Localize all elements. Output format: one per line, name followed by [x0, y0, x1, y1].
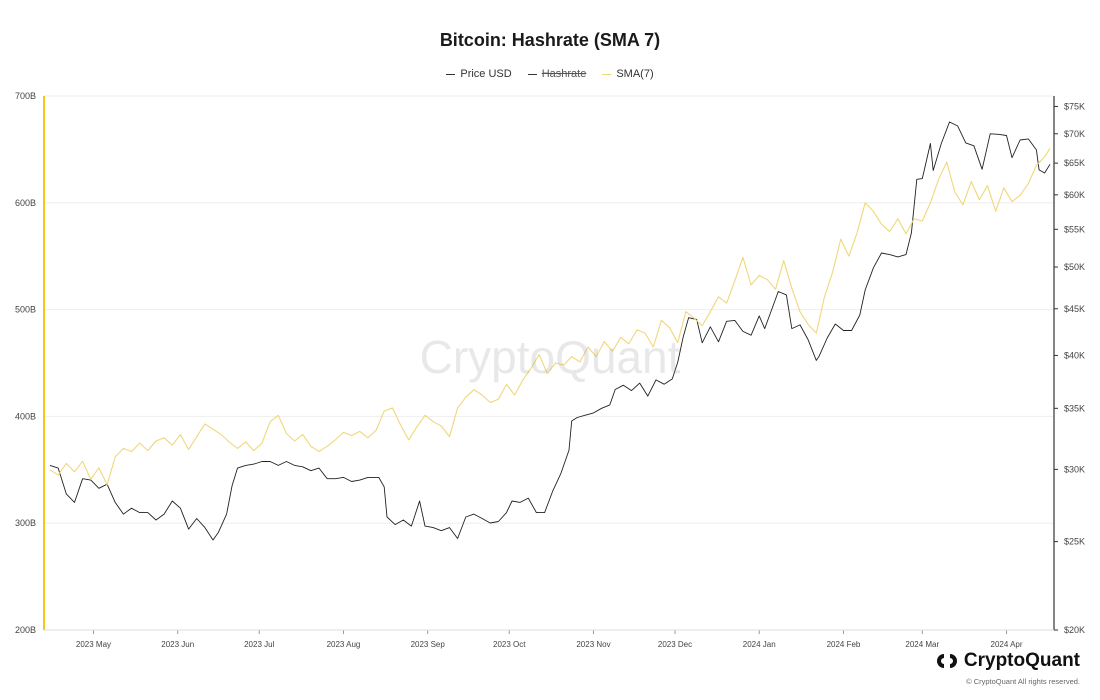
- y-right-tick-label: $25K: [1064, 537, 1085, 547]
- y-right-tick-label: $45K: [1064, 304, 1085, 314]
- y-right-tick-label: $55K: [1064, 224, 1085, 234]
- x-tick-label: 2023 Jun: [161, 640, 194, 649]
- y-left-tick-label: 200B: [15, 625, 36, 635]
- axes: [43, 96, 1058, 634]
- brand-logo: CryptoQuant: [936, 650, 1080, 672]
- legend-label-hashrate: Hashrate: [541, 68, 587, 80]
- y-left-tick-label: 700B: [15, 91, 36, 101]
- cryptoquant-logo-icon: [936, 654, 957, 668]
- y-right-tick-label: $65K: [1064, 158, 1085, 168]
- legend-item-hashrate[interactable]: Hashrate: [527, 68, 587, 80]
- legend-item-price[interactable]: Price USD: [446, 68, 512, 80]
- x-tick-label: 2023 Jul: [244, 640, 274, 649]
- series-line-price-usd: [49, 121, 1051, 541]
- legend: Price USD Hashrate SMA(7): [0, 68, 1100, 80]
- y-left-tick-label: 500B: [15, 305, 36, 315]
- watermark: CryptoQuant: [419, 331, 681, 383]
- x-tick-label: 2023 Nov: [576, 640, 610, 649]
- tick-labels: 200B 300B 400B 500B 600B 700B $20K $25K $30K $35K…: [15, 91, 1085, 649]
- legend-item-sma[interactable]: SMA(7): [602, 68, 654, 80]
- x-tick-label: 2023 Aug: [327, 640, 361, 649]
- copyright-text: © CryptoQuant All rights reserved.: [966, 677, 1080, 686]
- x-tick-label: 2024 Mar: [905, 640, 939, 649]
- y-right-tick-label: $40K: [1064, 350, 1085, 360]
- legend-label-price: Price USD: [460, 68, 512, 80]
- series-lines: [49, 121, 1051, 541]
- x-tick-label: 2024 Feb: [827, 640, 861, 649]
- y-right-tick-label: $60K: [1064, 190, 1085, 200]
- legend-label-sma: SMA(7): [616, 68, 654, 80]
- series-line-sma7: [49, 148, 1051, 486]
- y-right-tick-label: $70K: [1064, 129, 1085, 139]
- y-left-tick-label: 600B: [15, 198, 36, 208]
- legend-swatch-price: [446, 73, 456, 75]
- x-tick-label: 2023 Dec: [658, 640, 692, 649]
- x-tick-label: 2024 Jan: [743, 640, 776, 649]
- x-tick-label: 2023 May: [76, 640, 111, 649]
- brand-name: CryptoQuant: [963, 650, 1080, 671]
- x-tick-label: 2023 Sep: [411, 640, 446, 649]
- y-right-tick-label: $75K: [1064, 101, 1085, 111]
- y-left-tick-label: 300B: [15, 518, 36, 528]
- y-right-tick-label: $35K: [1064, 403, 1085, 413]
- y-right-tick-label: $50K: [1064, 262, 1085, 272]
- y-left-tick-label: 400B: [15, 411, 36, 421]
- legend-swatch-sma: [602, 73, 612, 75]
- legend-swatch-hashrate: [527, 73, 537, 75]
- y-right-tick-label: $20K: [1064, 625, 1085, 635]
- y-right-tick-label: $30K: [1064, 464, 1085, 474]
- x-tick-label: 2024 Apr: [991, 640, 1023, 649]
- chart-title: Bitcoin: Hashrate (SMA 7): [439, 30, 661, 50]
- x-tick-label: 2023 Oct: [493, 640, 526, 649]
